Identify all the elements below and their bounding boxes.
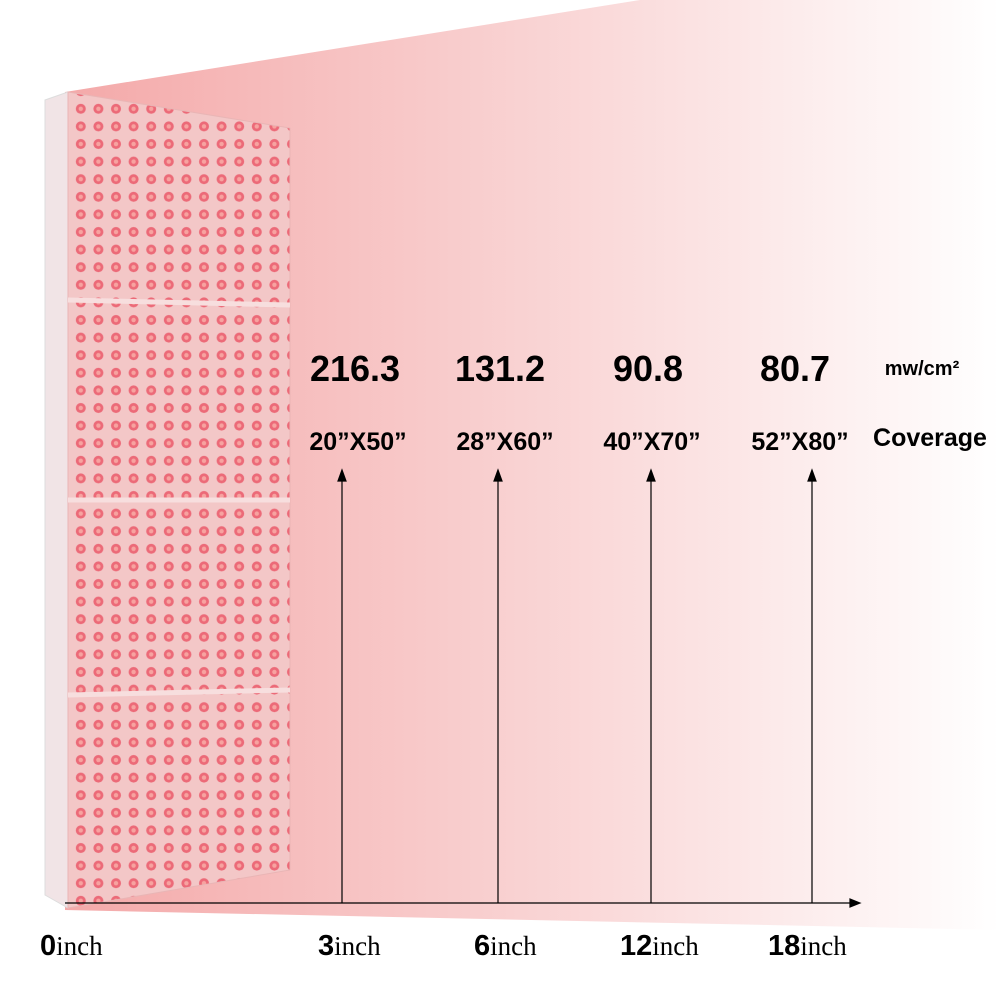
distance-number: 12 bbox=[620, 930, 652, 962]
distance-unit: inch bbox=[490, 931, 537, 961]
arrowhead bbox=[646, 468, 656, 482]
distance-label: 0inch bbox=[40, 930, 103, 962]
arrowhead bbox=[807, 468, 817, 482]
irradiance-value: 131.2 bbox=[455, 348, 545, 389]
arrows bbox=[65, 468, 862, 908]
coverage-value: 28”X60” bbox=[456, 428, 553, 456]
distance-unit: inch bbox=[334, 931, 381, 961]
panel-divider bbox=[67, 687, 291, 698]
irradiance-value: 216.3 bbox=[310, 348, 400, 389]
arrowhead bbox=[493, 468, 503, 482]
panel-side bbox=[44, 91, 69, 909]
distance-number: 6 bbox=[474, 930, 490, 962]
distance-unit: inch bbox=[800, 931, 847, 961]
coverage-label: Coverage bbox=[873, 424, 987, 452]
distance-unit: inch bbox=[652, 931, 699, 961]
arrowhead bbox=[337, 468, 347, 482]
labels: 216.3 131.2 90.8 80.7 mw/cm² 20”X50” 28”X60” 40… bbox=[40, 348, 987, 962]
distance-label: 18inch bbox=[768, 930, 847, 962]
distance-label: 6inch bbox=[474, 930, 537, 962]
panel-divider bbox=[67, 297, 291, 308]
light-beam bbox=[65, 0, 1000, 930]
coverage-value: 20”X50” bbox=[309, 428, 406, 456]
irradiance-value: 90.8 bbox=[613, 348, 683, 389]
irradiance-value: 80.7 bbox=[760, 348, 830, 389]
irradiance-unit: mw/cm² bbox=[885, 358, 960, 380]
coverage-value: 40”X70” bbox=[603, 428, 700, 456]
distance-number: 18 bbox=[768, 930, 800, 962]
coverage-value: 52”X80” bbox=[751, 428, 848, 456]
arrowhead bbox=[849, 898, 862, 908]
distance-label: 12inch bbox=[620, 930, 699, 962]
distance-number: 0 bbox=[40, 930, 56, 962]
distance-number: 3 bbox=[318, 930, 334, 962]
distance-label: 3inch bbox=[318, 930, 381, 962]
distance-unit: inch bbox=[56, 931, 103, 961]
